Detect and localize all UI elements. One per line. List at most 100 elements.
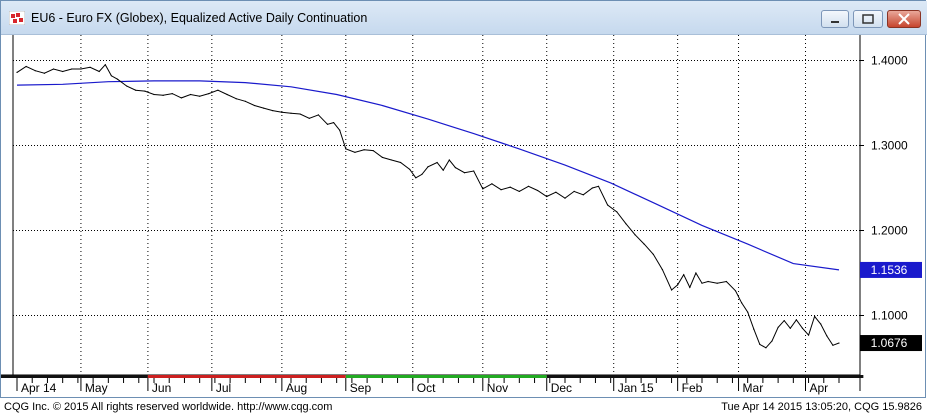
plot-area[interactable]	[13, 35, 860, 375]
price-point	[71, 68, 73, 70]
price-point	[208, 93, 210, 95]
price-point	[110, 75, 112, 77]
price-point	[789, 327, 791, 329]
price-point	[582, 194, 584, 196]
price-point	[16, 71, 18, 73]
price-point	[372, 150, 374, 152]
price-point	[345, 148, 347, 150]
price-point	[89, 66, 91, 68]
price-point	[162, 94, 164, 96]
chart-window: EU6 - Euro FX (Globex), Equalized Active…	[0, 0, 927, 398]
price-point	[317, 114, 319, 116]
price-point	[591, 187, 594, 189]
price-point	[734, 290, 737, 292]
price-point	[795, 319, 797, 321]
price-point	[740, 302, 743, 304]
price-point	[509, 186, 511, 188]
price-point	[625, 223, 627, 225]
price-point	[783, 320, 785, 322]
price-point	[448, 159, 450, 161]
x-tick-label: Mar	[743, 381, 764, 395]
y-tick-label: 1.4000	[871, 54, 908, 68]
x-axis: Apr 14 May Jun Jul Aug Sep Oct Nov Dec Jan 15 Feb M…	[16, 378, 840, 395]
price-point	[652, 253, 654, 255]
close-button[interactable]	[887, 10, 921, 28]
price-point	[43, 72, 46, 74]
price-point	[689, 286, 691, 289]
status-footer: CQG Inc. © 2015 All rights reserved worl…	[0, 399, 928, 416]
price-point	[281, 111, 283, 113]
price-point	[832, 344, 834, 346]
price-point	[573, 190, 575, 192]
session-bar	[1, 375, 864, 378]
price-point	[463, 172, 466, 174]
price-point	[454, 167, 456, 169]
x-tick-label: Sep	[350, 381, 372, 395]
price-point	[144, 90, 146, 92]
price-point	[153, 93, 155, 96]
price-point	[80, 68, 82, 70]
x-tick-label: Aug	[286, 381, 307, 395]
price-point	[390, 159, 393, 161]
price-point	[707, 280, 709, 283]
price-point	[838, 342, 840, 344]
session-bar-segment	[1, 375, 17, 378]
price-point	[363, 149, 365, 151]
session-bar-segment	[345, 375, 547, 378]
x-tick-label: Nov	[487, 381, 508, 395]
price-point	[333, 121, 335, 124]
price-chart[interactable]: Apr 14 May Jun Jul Aug Sep Oct Nov Dec Jan 15 Feb M…	[1, 35, 925, 398]
ma-last-value: 1.1536	[871, 263, 908, 277]
price-point	[564, 197, 566, 199]
x-tick-label: Oct	[417, 381, 436, 395]
price-point	[180, 97, 182, 99]
price-point	[199, 95, 201, 97]
price-point	[634, 234, 636, 236]
price-point	[217, 89, 219, 91]
price-point	[500, 189, 502, 191]
price-point	[235, 98, 237, 100]
price-point	[826, 335, 828, 337]
grid-layer	[13, 35, 860, 375]
price-point	[126, 85, 128, 87]
price-point	[427, 166, 429, 168]
close-icon	[898, 13, 910, 25]
price-point	[820, 323, 822, 325]
price-point	[725, 280, 727, 283]
price-point	[473, 170, 475, 172]
x-tick-label: Feb	[682, 381, 703, 395]
price-point	[527, 185, 530, 187]
chart-area[interactable]: Apr 14 May Jun Jul Aug Sep Oct Nov Dec Jan 15 Feb M…	[1, 35, 925, 403]
price-point	[442, 169, 444, 171]
maximize-button[interactable]	[853, 10, 883, 28]
price-point	[695, 272, 697, 274]
price-point	[753, 328, 755, 330]
price-point	[683, 274, 685, 276]
price-point	[491, 183, 493, 185]
price-point	[747, 311, 749, 313]
moving-average-line	[16, 80, 840, 271]
price-point	[308, 117, 310, 119]
window-title: EU6 - Euro FX (Globex), Equalized Active…	[31, 11, 368, 25]
price-point	[116, 78, 119, 80]
price-point	[98, 70, 100, 73]
price-point	[759, 343, 761, 345]
title-bar[interactable]: EU6 - Euro FX (Globex), Equalized Active…	[1, 1, 927, 35]
y-axis: 1.4000 1.3000 1.2000 1.1000	[860, 54, 908, 323]
price-point	[415, 177, 417, 179]
price-point	[555, 191, 557, 193]
price-point	[537, 189, 539, 192]
y-tick-label: 1.1000	[871, 309, 908, 323]
cqg-app-icon	[9, 11, 25, 25]
price-last-value: 1.0676	[871, 336, 908, 350]
price-point	[62, 70, 64, 73]
minimize-button[interactable]	[821, 10, 849, 28]
x-tick-label: Dec	[551, 381, 572, 395]
y-tick-label: 1.2000	[871, 224, 908, 238]
price-point	[263, 107, 265, 109]
price-point	[777, 326, 779, 328]
price-point	[272, 110, 274, 112]
price-point	[518, 190, 520, 192]
price-point	[597, 185, 600, 187]
price-point	[381, 156, 383, 158]
